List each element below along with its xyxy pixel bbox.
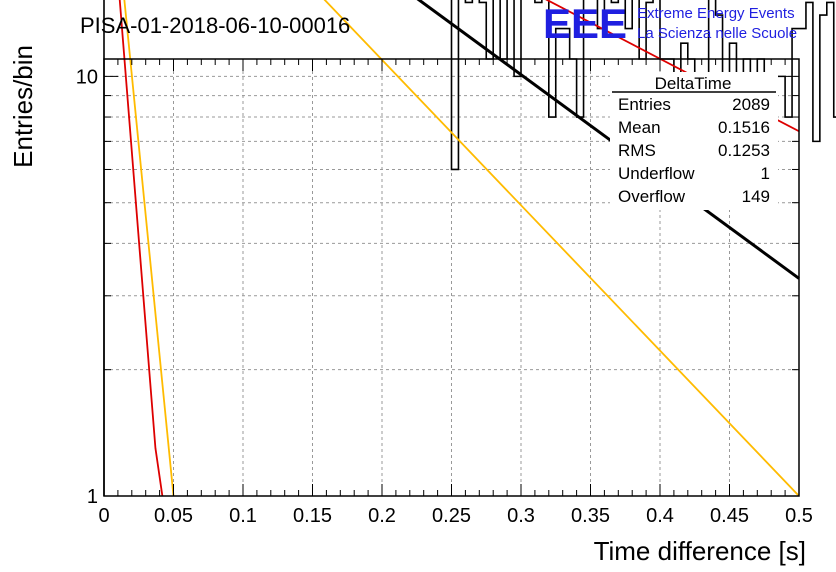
stats-value: 2089 — [732, 95, 770, 114]
fit-curve-4 — [123, 0, 175, 497]
x-tick-label: 0.3 — [507, 505, 535, 527]
x-tick-label: 0.35 — [571, 505, 610, 527]
x-tick-label: 0 — [98, 505, 109, 527]
y-tick-label: 10 — [76, 66, 98, 88]
chart-title: PISA-01-2018-06-10-00016 — [80, 13, 350, 38]
logo-line-1: Extreme Energy Events — [637, 5, 795, 22]
x-axis-title: Time difference [s] — [594, 536, 806, 566]
logo: EEE Extreme Energy Events La Scienza nel… — [543, 0, 797, 47]
y-tick-label: 1 — [87, 486, 98, 508]
x-tick-label: 0.05 — [154, 505, 193, 527]
stats-value: 1 — [761, 164, 770, 183]
histogram — [103, 0, 836, 496]
fit-curve-3 — [118, 0, 164, 497]
plot-frame — [103, 58, 800, 497]
stats-label: Underflow — [618, 164, 695, 183]
x-tick-label: 0.1 — [229, 505, 257, 527]
stats-value: 0.1253 — [718, 141, 770, 160]
x-tick-label: 0.15 — [293, 505, 332, 527]
x-tick-label: 0.5 — [785, 505, 813, 527]
stats-label: Overflow — [618, 187, 686, 206]
stats-value: 149 — [742, 187, 770, 206]
stats-title: DeltaTime — [655, 74, 732, 93]
fit-curve-1 — [545, 0, 800, 133]
stats-rows: Entries 2089 Mean 0.1516 RMS 0.1253 Underflow 1… — [618, 95, 770, 206]
fit-curve-2 — [323, 0, 800, 497]
y-axis-title: Entries/bin — [8, 45, 38, 168]
stats-label: Entries — [618, 95, 671, 114]
stats-label: Mean — [618, 118, 661, 137]
logo-mark: EEE — [543, 0, 627, 47]
x-tick-label: 0.2 — [368, 505, 396, 527]
stats-label: RMS — [618, 141, 656, 160]
x-tick-label: 0.4 — [646, 505, 674, 527]
stats-value: 0.1516 — [718, 118, 770, 137]
ticks: 0 0.05 0.1 0.15 0.2 0.25 0.3 0.35 0.4 0.45 0.5 1 10 1… — [76, 59, 813, 527]
stats-box: DeltaTime Entries 2089 Mean 0.1516 RMS 0.1253… — [610, 72, 778, 210]
x-tick-label: 0.45 — [710, 505, 749, 527]
stats-box-background — [610, 72, 778, 210]
logo-line-2: La Scienza nelle Scuole — [637, 25, 797, 42]
histogram-line — [103, 0, 836, 496]
x-tick-label: 0.25 — [432, 505, 471, 527]
